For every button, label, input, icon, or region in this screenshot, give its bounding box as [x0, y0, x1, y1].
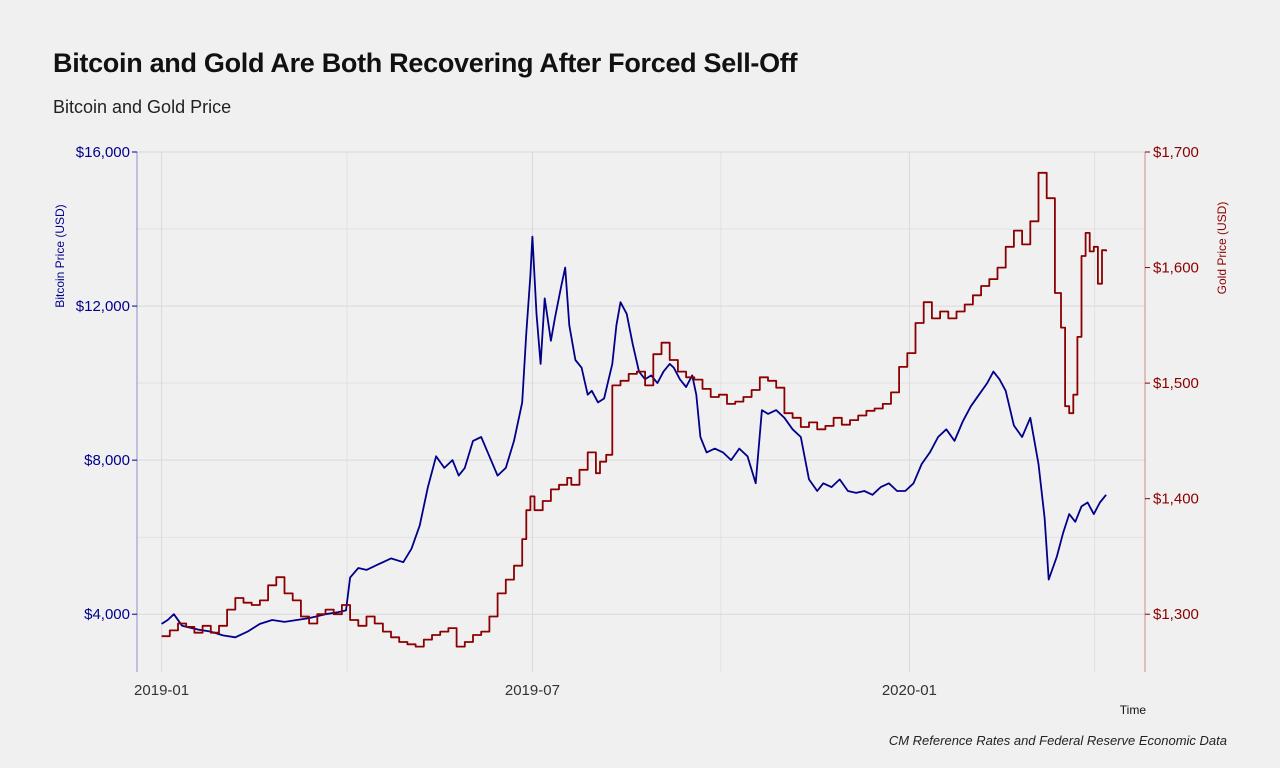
left-axis-tick-label: $8,000 — [84, 452, 130, 469]
chart-title: Bitcoin and Gold Are Both Recovering Aft… — [53, 48, 798, 78]
right-axis-tick-label: $1,400 — [1153, 491, 1199, 508]
right-axis-tick-label: $1,600 — [1153, 260, 1199, 277]
chart-caption: CM Reference Rates and Federal Reserve E… — [888, 733, 1227, 748]
x-axis-tick-label: 2019-07 — [505, 682, 560, 699]
x-axis-tick-label: 2019-01 — [134, 682, 189, 699]
right-axis-tick-label: $1,700 — [1153, 144, 1199, 161]
left-axis-title: Bitcoin Price (USD) — [53, 204, 67, 307]
chart-subtitle: Bitcoin and Gold Price — [53, 97, 232, 117]
gold-series-line — [161, 171, 1107, 648]
right-axis-tick-label: $1,500 — [1153, 375, 1199, 392]
left-axis-tick-label: $16,000 — [76, 144, 130, 161]
series — [161, 171, 1107, 648]
x-axis-title: Time — [1120, 703, 1147, 717]
right-axis-title: Gold Price (USD) — [1215, 202, 1229, 295]
bitcoin-series-line — [161, 235, 1107, 639]
left-axis-tick-label: $4,000 — [84, 606, 130, 623]
axes — [132, 151, 1150, 672]
axis-labels: $4,000 $8,000 $12,000 $16,000 $1,300 $1,400 $1… — [53, 144, 1229, 717]
right-axis-tick-label: $1,300 — [1153, 606, 1199, 623]
left-axis-tick-label: $12,000 — [76, 298, 130, 315]
x-axis-tick-label: 2020-01 — [882, 682, 937, 699]
